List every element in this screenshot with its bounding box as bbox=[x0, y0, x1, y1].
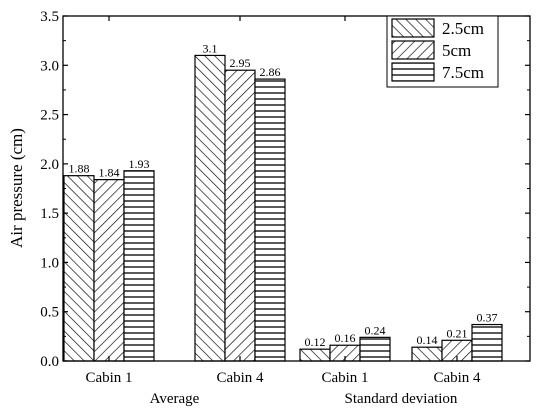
y-axis: 0.0 0.5 1.0 1.5 2.0 2.5 3.0 3.5 bbox=[40, 9, 530, 370]
bar-5cm-1 bbox=[224, 69, 256, 362]
data-label: 0.21 bbox=[447, 326, 468, 340]
bar-2.5cm-1 bbox=[194, 54, 226, 362]
y-tick-label: 1.0 bbox=[40, 255, 59, 271]
y-tick-label: 3.0 bbox=[40, 58, 59, 74]
data-label: 0.37 bbox=[477, 311, 498, 325]
data-label: 1.93 bbox=[129, 157, 150, 171]
x-group-label: Standard deviation bbox=[345, 391, 458, 407]
x-category-label: Cabin 4 bbox=[433, 370, 481, 386]
data-label: 1.88 bbox=[69, 162, 90, 176]
x-category-label: Cabin 1 bbox=[85, 370, 132, 386]
y-tick-label: 0.5 bbox=[40, 305, 59, 321]
bar-2.5cm-0 bbox=[63, 175, 95, 362]
x-axis: Cabin 1 Cabin 4 Cabin 1 Cabin 4 Average Stand… bbox=[85, 16, 481, 407]
x-category-label: Cabin 1 bbox=[321, 370, 368, 386]
y-tick-label: 3.5 bbox=[40, 9, 59, 25]
y-tick-label: 0.0 bbox=[40, 354, 59, 370]
bars-layer bbox=[63, 54, 503, 362]
y-axis-title: Air pressure (cm) bbox=[7, 128, 26, 248]
data-label: 1.84 bbox=[99, 166, 120, 180]
data-label: 3.1 bbox=[203, 41, 218, 55]
bar-7.5cm-3 bbox=[471, 323, 503, 362]
bar-7.5cm-2 bbox=[359, 336, 391, 362]
legend: 2.5cm 5cm 7.5cm bbox=[386, 15, 499, 88]
data-label: 0.16 bbox=[335, 331, 356, 345]
data-labels-layer: 1.88 1.84 1.93 3.1 2.95 2.86 0.12 0.16 0.24 0.14 0… bbox=[69, 41, 498, 349]
data-label: 0.12 bbox=[305, 335, 326, 349]
bar-5cm-0 bbox=[93, 179, 125, 362]
data-label: 0.24 bbox=[365, 323, 386, 337]
bar-2.5cm-2 bbox=[299, 348, 331, 362]
legend-swatch-7.5cm bbox=[391, 62, 435, 82]
x-group-label: Average bbox=[150, 391, 200, 407]
legend-swatch-5cm bbox=[391, 40, 435, 60]
data-label: 2.95 bbox=[230, 56, 251, 70]
bar-2.5cm-3 bbox=[411, 346, 443, 362]
legend-swatch-2.5cm bbox=[391, 18, 435, 38]
legend-label: 2.5cm bbox=[442, 19, 484, 38]
legend-label: 7.5cm bbox=[442, 63, 484, 82]
data-label: 0.14 bbox=[417, 333, 438, 347]
data-label: 2.86 bbox=[260, 65, 281, 79]
y-tick-label: 1.5 bbox=[40, 206, 59, 222]
bar-7.5cm-0 bbox=[123, 170, 155, 362]
y-tick-label: 2.5 bbox=[40, 108, 59, 124]
bar-7.5cm-1 bbox=[254, 78, 286, 362]
x-category-label: Cabin 4 bbox=[216, 370, 264, 386]
y-tick-label: 2.0 bbox=[40, 157, 59, 173]
legend-label: 5cm bbox=[442, 41, 471, 60]
